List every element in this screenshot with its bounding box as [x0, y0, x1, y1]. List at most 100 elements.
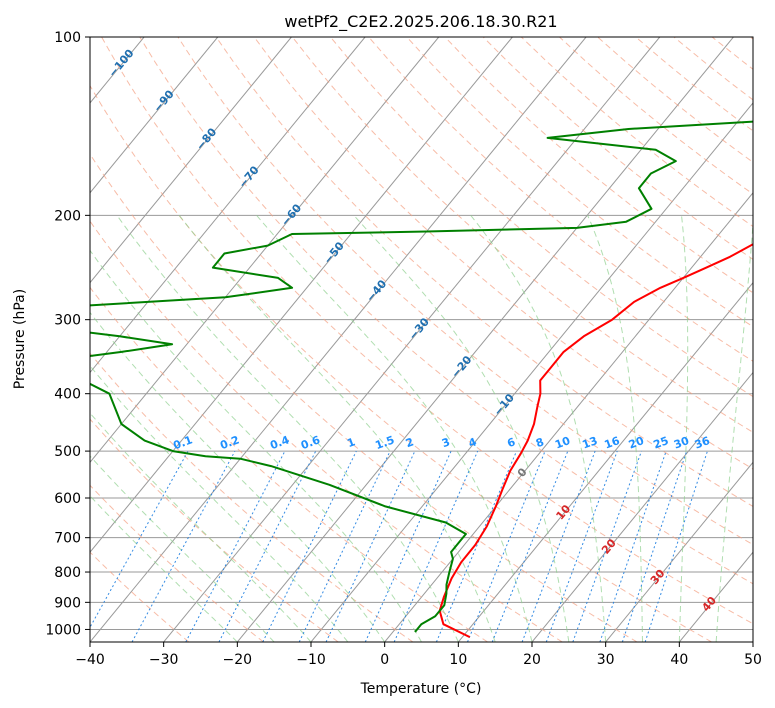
- mixing-ratio-line: [131, 450, 236, 642]
- mixing-ratio-line: [185, 450, 286, 642]
- mixing-ratio-label: 10: [553, 434, 572, 452]
- moist-adiabat-line: [116, 215, 459, 642]
- x-axis-label: Temperature (°C): [360, 681, 482, 697]
- mixing-ratio-label: 13: [581, 434, 600, 451]
- x-tick-label: 40: [670, 652, 688, 668]
- dry-adiabat-line: [90, 286, 488, 642]
- isotherm-line: [90, 37, 513, 553]
- dry-adiabat-line: [292, 37, 753, 433]
- dry-adiabat-line: [253, 37, 753, 470]
- dry-adiabat-line: [90, 352, 414, 642]
- isotherm-line: [90, 37, 292, 284]
- dry-adiabat-line: [177, 37, 753, 546]
- temperature-profile-line: [438, 243, 753, 638]
- dewpoint-profile-line: [90, 120, 753, 633]
- mixing-ratio-label: 0.1: [171, 433, 194, 452]
- isotherm-line: [0, 37, 70, 642]
- mixing-ratio-line: [364, 450, 452, 642]
- y-tick-label: 500: [54, 444, 81, 460]
- dry-adiabat-line: [90, 551, 190, 642]
- moist-adiabat-line: [587, 215, 643, 642]
- x-tick-label: −10: [296, 652, 326, 668]
- isotherm-line: [163, 37, 661, 642]
- isotherm-line: [531, 371, 753, 642]
- moist-adiabat-line: [678, 215, 689, 642]
- mixing-ratio-label: 16: [603, 434, 622, 452]
- dry-adiabat-line: [90, 84, 712, 642]
- mixing-ratio-label: 8: [534, 435, 546, 450]
- mixing-ratio-line: [90, 450, 189, 629]
- moist-adiabat-line: [90, 412, 312, 642]
- x-tick-label: 20: [523, 652, 541, 668]
- dry-adiabat-line: [90, 484, 264, 642]
- mixing-ratio-label: 6: [506, 435, 518, 450]
- dry-adiabat-line: [90, 220, 563, 642]
- mixing-ratio-line: [621, 450, 688, 642]
- mixing-ratio-line: [393, 450, 479, 642]
- dry-adiabat-line: [749, 37, 753, 40]
- y-tick-label: 700: [54, 531, 81, 547]
- moist-adiabat-line: [178, 214, 496, 642]
- moist-adiabat-line: [470, 214, 607, 642]
- dry-adiabat-line: [90, 153, 638, 642]
- isotherm-line: [605, 461, 753, 642]
- isotherm-line: [90, 37, 440, 464]
- y-tick-label: 400: [54, 387, 81, 403]
- dry-adiabat-line: [215, 37, 753, 507]
- moist-adiabat-line: [90, 365, 349, 642]
- mixing-ratio-line: [218, 450, 317, 642]
- moist-adiabat-line: [90, 495, 238, 642]
- isotherm-line: [236, 37, 734, 642]
- y-tick-label: 200: [54, 208, 81, 224]
- mixing-ratio-label: 36: [693, 434, 712, 452]
- grid-layer: [0, 37, 753, 642]
- mixing-ratio-label: 25: [652, 434, 671, 451]
- mixing-ratio-label: 20: [627, 434, 646, 452]
- dry-adiabat-line: [673, 37, 753, 101]
- mixing-ratio-line: [262, 450, 357, 642]
- dry-adiabat-line: [330, 37, 753, 398]
- x-tick-label: 10: [449, 652, 467, 668]
- moist-adiabat-line: [90, 249, 422, 642]
- moist-adiabat-line: [90, 455, 275, 642]
- mixing-ratio-line: [491, 450, 569, 642]
- y-tick-label: 300: [54, 313, 81, 329]
- y-tick-label: 1000: [45, 622, 81, 638]
- dry-adiabat-line: [711, 37, 753, 70]
- mixing-ratio-label: 0.4: [268, 433, 291, 452]
- x-tick-label: 50: [744, 652, 762, 668]
- mixing-ratio-line: [435, 450, 517, 642]
- y-tick-label: 900: [54, 595, 81, 611]
- isotherm-line: [678, 551, 753, 642]
- isotherm-line: [90, 37, 219, 194]
- dry-adiabat-label: −100: [106, 47, 137, 80]
- mixing-ratio-label: 4: [467, 435, 479, 450]
- mixing-ratio-label: 1.5: [374, 433, 397, 452]
- mixing-ratio-label: 2: [404, 435, 416, 450]
- mixing-ratio-line: [599, 450, 667, 642]
- mixing-ratio-line: [298, 450, 391, 642]
- tick-layer: −40 −30 −20 −10 0 10 20 30 40 5010020030040050060…: [45, 30, 762, 668]
- chart-title: wetPf2_C2E2.2025.206.18.30.R21: [284, 12, 557, 32]
- x-tick-label: −20: [223, 652, 253, 668]
- moist-adiabat-line: [715, 217, 753, 642]
- y-axis-label: Pressure (hPa): [12, 289, 28, 389]
- x-tick-label: 30: [597, 652, 615, 668]
- isotherm-line: [752, 641, 753, 642]
- x-tick-label: −30: [149, 652, 179, 668]
- mixing-ratio-label: 30: [672, 434, 691, 452]
- y-tick-label: 800: [54, 565, 81, 581]
- mixing-ratio-label: 0.6: [299, 433, 322, 452]
- isotherm-line: [457, 281, 753, 642]
- dry-adiabat-line: [368, 37, 753, 362]
- mixing-ratio-line: [325, 450, 416, 642]
- isotherm-line: [384, 192, 753, 642]
- mixing-ratio-label: 0.2: [218, 433, 241, 452]
- x-tick-label: 0: [380, 652, 389, 668]
- data-layer: [90, 120, 753, 638]
- isotherm-line: [90, 37, 366, 374]
- mixing-ratio-label: 3: [440, 435, 452, 450]
- mixing-ratio-line: [644, 450, 708, 642]
- y-tick-label: 100: [54, 30, 81, 46]
